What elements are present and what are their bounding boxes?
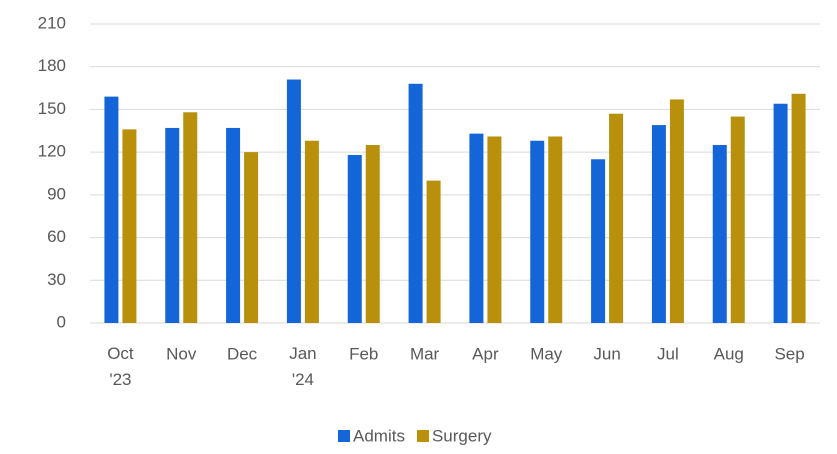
- y-tick-label: 60: [47, 227, 66, 246]
- y-tick-label: 30: [47, 270, 66, 289]
- bar: [669, 99, 684, 323]
- bar: [122, 129, 137, 323]
- bar: [286, 79, 301, 324]
- x-tick-label: Aug: [714, 344, 744, 363]
- bar: [244, 152, 259, 323]
- legend-label: Surgery: [432, 426, 492, 445]
- bar: [609, 113, 624, 323]
- bar: [183, 112, 198, 324]
- x-tick-label: Jul: [657, 344, 679, 363]
- x-tick-label: Nov: [166, 344, 197, 363]
- legend-swatch: [416, 430, 429, 442]
- bar: [347, 154, 362, 323]
- bar: [591, 159, 606, 323]
- bar: [487, 136, 502, 323]
- bar: [469, 133, 484, 323]
- y-tick-label: 120: [38, 142, 66, 161]
- x-tick-label: Sep: [774, 344, 804, 363]
- x-tick-label: Dec: [227, 344, 258, 363]
- bar: [426, 180, 441, 323]
- bar: [791, 93, 806, 324]
- bar: [226, 127, 241, 323]
- bar: [773, 103, 788, 323]
- x-tick-label: Mar: [410, 344, 440, 363]
- bar: [530, 140, 545, 323]
- legend-label: Admits: [353, 426, 405, 445]
- legend-swatch: [338, 430, 350, 442]
- bar: [651, 125, 666, 323]
- y-tick-label: 210: [38, 13, 66, 32]
- x-tick-label: Oct '23: [107, 344, 134, 389]
- y-tick-label: 180: [38, 56, 66, 75]
- bar: [165, 127, 180, 323]
- bar: [365, 145, 380, 323]
- bar: [408, 83, 423, 323]
- y-tick-label: 150: [38, 99, 66, 118]
- bar: [104, 96, 119, 323]
- bar: [712, 145, 727, 323]
- bar: [730, 116, 745, 323]
- x-tick-label: Feb: [349, 344, 378, 363]
- y-tick-label: 0: [57, 312, 66, 331]
- x-tick-label: May: [530, 344, 563, 363]
- bar: [304, 140, 319, 323]
- x-tick-label: Jun: [593, 344, 620, 363]
- y-tick-label: 90: [47, 184, 66, 203]
- x-tick-label: Jan '24: [289, 344, 316, 389]
- x-tick-label: Apr: [472, 344, 499, 363]
- bar: [548, 136, 563, 323]
